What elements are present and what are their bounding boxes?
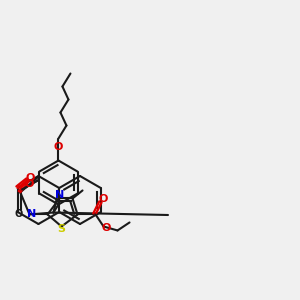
Text: O: O	[102, 224, 111, 233]
Text: O: O	[54, 142, 63, 152]
Text: S: S	[58, 224, 65, 235]
Text: O: O	[14, 209, 23, 219]
Text: O: O	[99, 194, 108, 205]
Text: N: N	[27, 209, 36, 220]
Text: N: N	[55, 190, 64, 200]
Text: O: O	[26, 173, 35, 183]
Text: O: O	[24, 179, 34, 189]
